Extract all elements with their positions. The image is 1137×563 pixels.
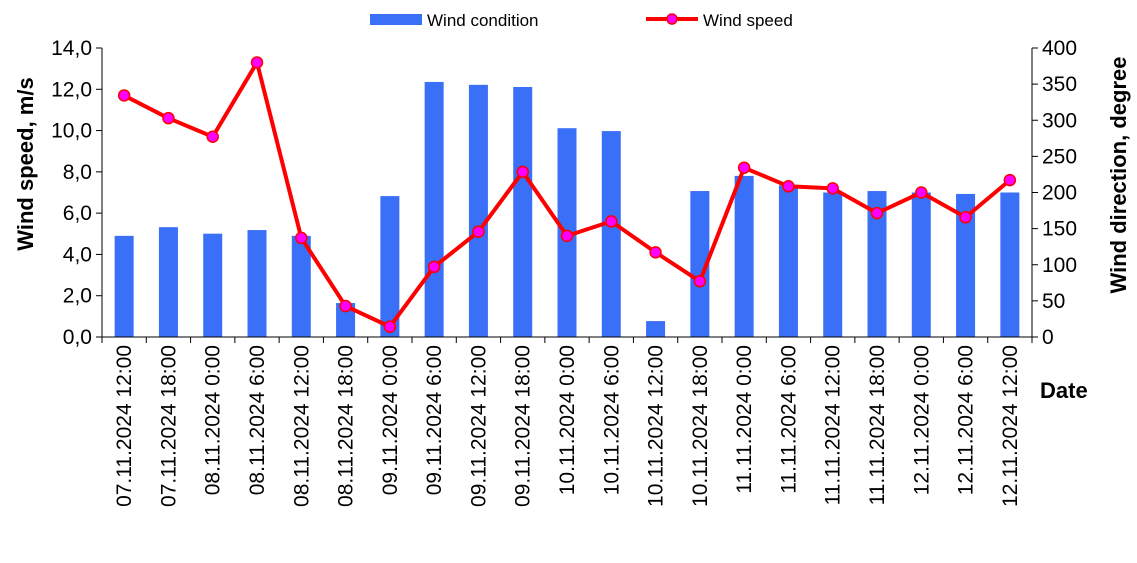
bar: [291, 235, 311, 337]
bar: [424, 81, 444, 338]
x-tick-label: 11.11.2024 6:00: [777, 345, 800, 494]
bar: [1000, 192, 1020, 337]
point: [427, 260, 441, 274]
x-axis-title: Date: [1040, 378, 1088, 403]
point: [1003, 173, 1017, 187]
y-tick-label: 10,0: [51, 120, 92, 143]
bar: [380, 196, 400, 337]
x-tick-label: 10.11.2024 12:00: [645, 345, 668, 507]
x-tick-label: 09.11.2024 12:00: [467, 345, 490, 507]
point: [737, 161, 751, 174]
legend-swatch-wind-condition: [370, 14, 422, 25]
bar: [646, 321, 666, 337]
point: [383, 320, 397, 333]
point: [206, 130, 219, 144]
x-tick-label: 09.11.2024 0:00: [379, 345, 402, 495]
x-tick-label: 12.11.2024 6:00: [955, 345, 978, 495]
x-tick-label: 08.11.2024 18:00: [335, 345, 358, 507]
bar: [823, 192, 843, 337]
y-tick-label: 0,0: [63, 326, 92, 349]
legend: Wind condition Wind speed: [370, 11, 793, 30]
x-tick-label: 12.11.2024 12:00: [999, 345, 1022, 507]
right-axis-ticks: 0 50 100 150 200 250 300 350 400: [1032, 37, 1077, 349]
point: [649, 246, 662, 259]
point: [560, 229, 574, 243]
x-tick-label: 08.11.2024 0:00: [202, 345, 225, 495]
bar: [336, 303, 356, 337]
bar: [468, 84, 488, 337]
legend-label-wind-speed: Wind speed: [703, 11, 793, 30]
y-tick-label: 4,0: [63, 243, 92, 266]
bar: [956, 193, 976, 337]
x-tick-label: 11.11.2024 0:00: [733, 345, 756, 494]
bar: [203, 233, 223, 337]
y2-tick-label: 250: [1042, 145, 1077, 168]
point: [339, 299, 352, 313]
y-tick-label: 2,0: [63, 285, 92, 308]
x-tick-label: 11.11.2024 12:00: [822, 345, 845, 505]
point: [250, 56, 264, 69]
x-tick-label: 09.11.2024 18:00: [512, 345, 535, 507]
bar: [911, 192, 931, 337]
y2-tick-label: 350: [1042, 73, 1077, 96]
bar: [867, 191, 887, 337]
y2-axis-title: Wind direction, degree: [1106, 57, 1131, 294]
y2-tick-label: 200: [1042, 182, 1077, 205]
y2-tick-label: 400: [1042, 37, 1077, 60]
x-tick-label: 10.11.2024 6:00: [600, 345, 623, 495]
point: [295, 231, 308, 245]
point: [162, 111, 175, 125]
point: [605, 215, 618, 228]
x-tick-label: 08.11.2024 6:00: [246, 345, 269, 495]
line-series-wind-speed: [117, 56, 1017, 333]
x-tick-label: 12.11.2024 0:00: [910, 345, 933, 495]
point: [782, 180, 795, 193]
y2-tick-label: 300: [1042, 109, 1077, 132]
x-tick-label: 07.11.2024 12:00: [113, 345, 136, 507]
x-tick-label: 10.11.2024 0:00: [556, 345, 579, 495]
y-axis-title: Wind speed, m/s: [13, 77, 38, 250]
bar: [778, 185, 798, 337]
y-tick-label: 8,0: [63, 161, 92, 184]
y2-tick-label: 50: [1042, 290, 1065, 313]
point: [472, 225, 485, 238]
y2-tick-label: 150: [1042, 218, 1077, 241]
y-tick-label: 6,0: [63, 202, 92, 225]
legend-label-wind-condition: Wind condition: [427, 11, 539, 30]
x-tick-label: 10.11.2024 18:00: [689, 345, 712, 507]
x-tick-label: 09.11.2024 6:00: [423, 345, 446, 495]
bar: [158, 227, 178, 337]
x-tick-label: 07.11.2024 18:00: [157, 345, 180, 507]
point: [870, 206, 884, 220]
x-tick-label: 08.11.2024 12:00: [290, 345, 313, 507]
bar: [734, 175, 754, 337]
y-tick-label: 14,0: [51, 37, 92, 60]
point: [693, 275, 707, 288]
point: [959, 211, 972, 224]
bar: [513, 87, 533, 337]
bar: [601, 131, 621, 337]
point: [826, 182, 839, 195]
left-axis-ticks: 0,0 2,0 4,0 6,0 8,0 10,0 12,0 14,0: [51, 37, 102, 349]
x-axis-ticks: 07.11.2024 12:00 07.11.2024 18:00 08.11.20…: [101, 337, 1033, 507]
y2-tick-label: 100: [1042, 254, 1077, 277]
bar: [114, 235, 134, 337]
y2-tick-label: 0: [1042, 326, 1054, 349]
bar: [247, 230, 267, 337]
legend-marker-wind-speed: [666, 13, 678, 25]
bar: [690, 191, 710, 337]
x-tick-label: 11.11.2024 18:00: [866, 345, 889, 505]
y-tick-label: 12,0: [51, 78, 92, 101]
point: [516, 165, 529, 179]
point: [915, 186, 928, 199]
point: [117, 89, 131, 102]
